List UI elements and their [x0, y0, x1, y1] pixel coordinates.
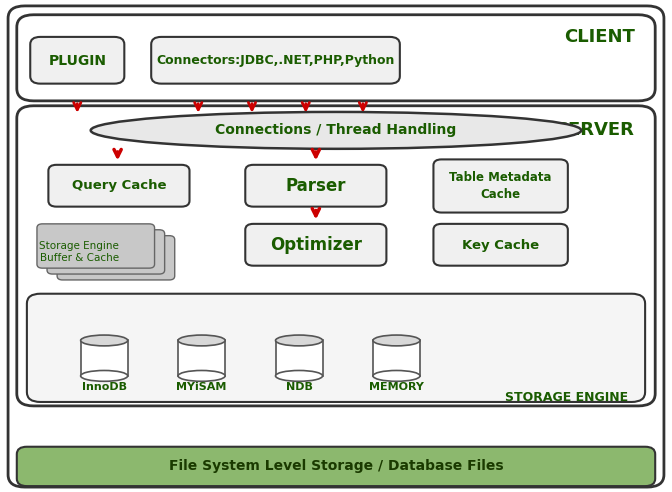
- FancyBboxPatch shape: [37, 224, 155, 268]
- Ellipse shape: [91, 112, 581, 149]
- FancyBboxPatch shape: [433, 224, 568, 266]
- Bar: [81, 340, 128, 376]
- FancyBboxPatch shape: [433, 159, 568, 213]
- Text: Query Cache: Query Cache: [72, 180, 166, 192]
- Text: NDB: NDB: [286, 382, 312, 392]
- FancyBboxPatch shape: [245, 224, 386, 266]
- FancyBboxPatch shape: [151, 37, 400, 84]
- Text: Table Metadata
Cache: Table Metadata Cache: [450, 171, 552, 201]
- Text: PLUGIN: PLUGIN: [48, 54, 106, 67]
- Text: MYiSAM: MYiSAM: [177, 382, 226, 392]
- Bar: [178, 340, 225, 376]
- Text: InnoDB: InnoDB: [82, 382, 126, 392]
- Bar: [373, 340, 420, 376]
- FancyBboxPatch shape: [17, 447, 655, 486]
- Text: Connections / Thread Handling: Connections / Thread Handling: [215, 123, 457, 137]
- Ellipse shape: [373, 335, 420, 346]
- Text: STORAGE ENGINE: STORAGE ENGINE: [505, 391, 628, 403]
- Ellipse shape: [81, 370, 128, 381]
- FancyBboxPatch shape: [57, 236, 175, 280]
- Ellipse shape: [276, 335, 323, 346]
- Text: Connectors:JDBC,.NET,PHP,Python: Connectors:JDBC,.NET,PHP,Python: [157, 54, 394, 67]
- Text: Storage Engine
Buffer & Cache: Storage Engine Buffer & Cache: [40, 241, 119, 263]
- Text: MEMORY: MEMORY: [369, 382, 424, 392]
- Ellipse shape: [178, 335, 225, 346]
- Bar: [276, 340, 323, 376]
- FancyBboxPatch shape: [30, 37, 124, 84]
- Ellipse shape: [178, 370, 225, 381]
- FancyBboxPatch shape: [8, 6, 664, 487]
- FancyBboxPatch shape: [27, 294, 645, 402]
- Text: CLIENT: CLIENT: [564, 28, 635, 46]
- FancyBboxPatch shape: [48, 165, 190, 207]
- FancyBboxPatch shape: [17, 106, 655, 406]
- Text: Key Cache: Key Cache: [462, 239, 539, 251]
- Ellipse shape: [373, 370, 420, 381]
- Text: Parser: Parser: [286, 177, 346, 195]
- Ellipse shape: [81, 335, 128, 346]
- FancyBboxPatch shape: [47, 230, 165, 274]
- Text: SERVER: SERVER: [556, 122, 635, 139]
- FancyBboxPatch shape: [17, 15, 655, 101]
- Text: File System Level Storage / Database Files: File System Level Storage / Database Fil…: [169, 460, 503, 473]
- Ellipse shape: [276, 370, 323, 381]
- FancyBboxPatch shape: [245, 165, 386, 207]
- Text: Optimizer: Optimizer: [270, 236, 362, 254]
